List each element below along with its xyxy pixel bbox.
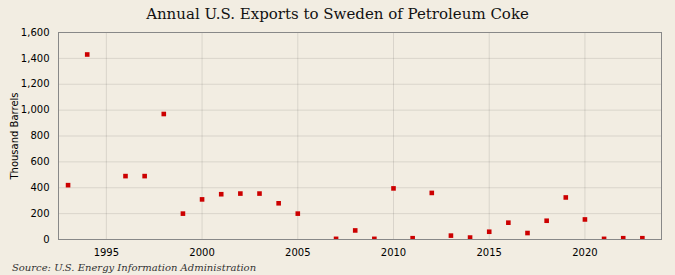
svg-text:800: 800: [30, 130, 49, 141]
svg-text:2005: 2005: [285, 247, 310, 258]
svg-text:2015: 2015: [476, 247, 501, 258]
svg-text:400: 400: [30, 182, 49, 193]
svg-text:2020: 2020: [572, 247, 597, 258]
svg-text:0: 0: [43, 234, 49, 245]
html-text:Source: U.S. Energy Informatio: Source: U.S. Energy Information Administ…: [12, 262, 257, 273]
html-text:Annual U.S. Exports to Sweden: Annual U.S. Exports to Sweden of Petrole…: [146, 5, 529, 23]
svg-text:1995: 1995: [94, 247, 119, 258]
svg-text:Thousand Barrels: Thousand Barrels: [9, 92, 20, 180]
svg-text:1,400: 1,400: [21, 53, 50, 64]
svg-text:2000: 2000: [189, 247, 214, 258]
svg-text:1,000: 1,000: [21, 104, 50, 115]
svg-text:600: 600: [30, 156, 49, 167]
svg-text:1,200: 1,200: [21, 78, 50, 89]
svg-text:2010: 2010: [381, 247, 406, 258]
svg-text:200: 200: [30, 208, 49, 219]
svg-text:1,600: 1,600: [21, 27, 50, 38]
